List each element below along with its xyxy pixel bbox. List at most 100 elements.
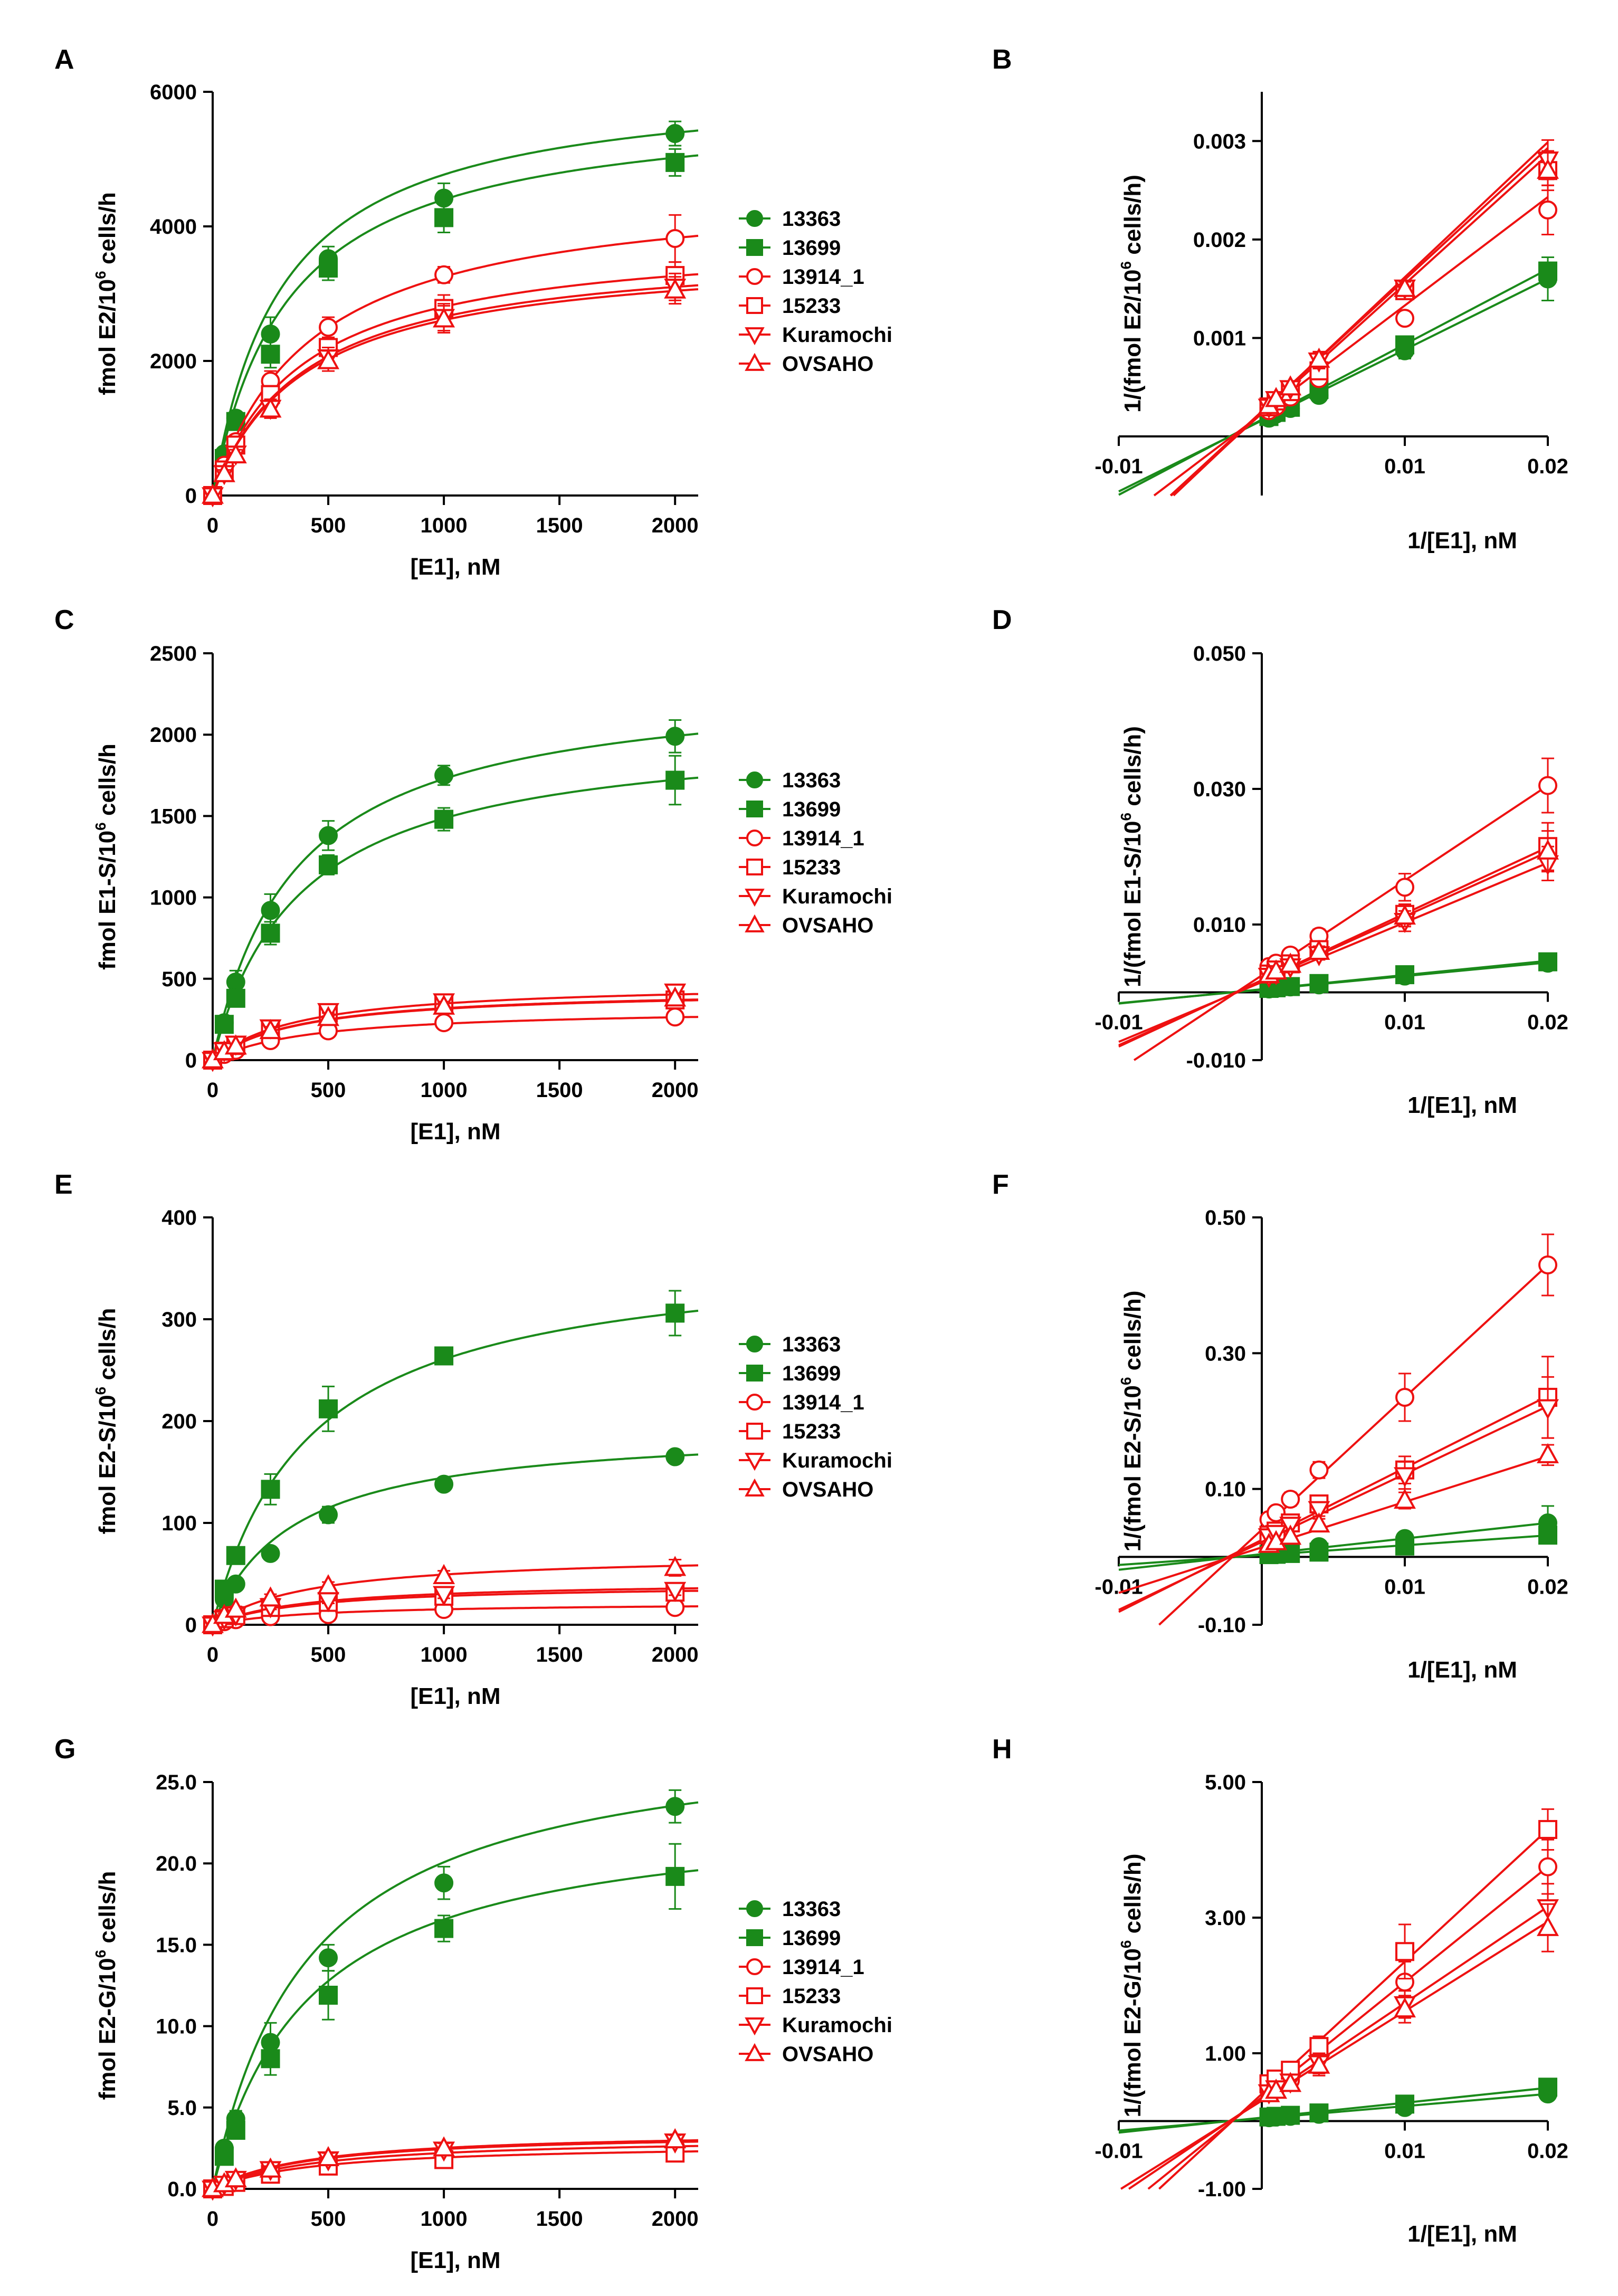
data-point	[1395, 2094, 1414, 2114]
x-tick-label: 0.01	[1384, 455, 1425, 478]
data-point	[1395, 965, 1414, 985]
y-tick-label: 0.010	[1193, 913, 1246, 937]
fit-curve	[212, 2140, 699, 2190]
data-point	[1309, 1542, 1329, 1562]
data-point	[259, 1018, 282, 1040]
x-tick-label: -0.01	[1094, 455, 1143, 478]
legend-marker	[746, 859, 763, 875]
x-tick-label: 1000	[421, 1079, 468, 1102]
data-point	[665, 124, 685, 144]
x-tick-label: 1500	[536, 514, 583, 537]
legend: 13363 13699 13914_1 15233 Kuramochi OVSAHO	[739, 769, 892, 937]
x-axis-title: 1/[E1], nM	[1407, 1092, 1517, 1118]
data-point	[259, 397, 282, 418]
fit-curve	[212, 284, 699, 496]
fit-line	[1120, 1921, 1549, 2190]
data-point	[214, 1015, 234, 1034]
y-tick-label: 0	[185, 1614, 197, 1637]
fit-line	[1158, 1828, 1549, 2190]
x-tick-label: 2000	[652, 1079, 699, 1102]
data-point	[259, 1586, 282, 1607]
data-point	[433, 1586, 455, 1606]
y-tick-label: 1000	[150, 887, 197, 910]
legend-label: 13699	[782, 1362, 841, 1385]
fit-line	[1118, 1522, 1548, 1571]
y-tick-label: 500	[161, 968, 197, 991]
legend: 13363 13699 13914_1 15233 Kuramochi OVSAHO	[739, 207, 892, 376]
fit-curve	[212, 129, 699, 496]
y-tick-label: 0.50	[1205, 1206, 1246, 1230]
data-point	[1309, 1460, 1329, 1480]
data-point	[261, 901, 280, 920]
data-point	[1395, 878, 1414, 897]
legend-marker	[745, 353, 765, 371]
x-tick-label: 0.02	[1527, 1575, 1568, 1598]
data-point	[259, 2157, 282, 2178]
data-point	[1281, 977, 1300, 996]
legend-marker	[746, 297, 763, 314]
x-tick-label: 1000	[421, 1643, 468, 1666]
y-axis-title: fmol E2/106 cells/h	[92, 192, 120, 395]
data-point	[1537, 1916, 1559, 1936]
legend-marker	[746, 830, 763, 846]
data-point	[213, 462, 235, 482]
panel-letter: H	[992, 1734, 1012, 1765]
data-point	[1538, 776, 1557, 795]
legend-label: OVSAHO	[782, 914, 873, 937]
data-point	[224, 443, 247, 464]
legend-label: 13363	[782, 207, 841, 231]
data-point	[226, 1546, 245, 1565]
legend-marker	[746, 1900, 763, 1917]
data-point	[261, 345, 280, 364]
legend-marker	[746, 1929, 763, 1946]
fit-curve	[212, 732, 699, 1061]
legend-label: Kuramochi	[782, 323, 892, 347]
fit-line	[1118, 862, 1548, 1043]
series-15233	[1118, 822, 1557, 1048]
series-13699	[1118, 952, 1557, 1005]
legend-marker	[746, 268, 763, 285]
data-point	[1538, 200, 1557, 220]
data-point	[1279, 1525, 1302, 1545]
x-axis-title: [E1], nM	[410, 554, 500, 580]
data-point	[319, 1399, 338, 1418]
data-point	[1537, 1399, 1559, 1419]
x-tick-label: 500	[311, 1643, 346, 1666]
data-point	[434, 265, 454, 284]
data-point	[1538, 952, 1557, 971]
fit-line	[1118, 1534, 1548, 1566]
panel-letter: E	[54, 1169, 73, 1200]
series-15233	[1118, 1356, 1557, 1613]
data-point	[1537, 158, 1559, 179]
y-axis-title: 1/(fmol E2-S/106 cells/h)	[1118, 1291, 1146, 1552]
data-point	[1537, 1443, 1559, 1463]
legend-marker	[746, 1958, 763, 1975]
data-point	[319, 1948, 338, 1968]
data-point	[434, 1919, 454, 1938]
data-point	[1279, 2072, 1302, 2092]
data-point	[1395, 309, 1414, 328]
data-point	[434, 766, 454, 785]
y-tick-label: 300	[161, 1308, 197, 1331]
fit-curve	[212, 288, 699, 496]
series-13363	[203, 719, 699, 1070]
fit-line	[1118, 1405, 1548, 1611]
legend: 13363 13699 13914_1 15233 Kuramochi OVSAHO	[739, 1333, 892, 1501]
fit-curve	[212, 273, 699, 496]
legend-marker	[746, 1394, 763, 1411]
fit-curve	[212, 2145, 699, 2190]
data-point	[1265, 1530, 1288, 1550]
x-tick-label: 1500	[536, 1643, 583, 1666]
panel-letter: A	[54, 44, 74, 75]
x-tick-label: 2000	[652, 2207, 699, 2231]
data-point	[1281, 1489, 1300, 1509]
legend-label: 13363	[782, 1898, 841, 1921]
legend-label: 13914_1	[782, 1956, 864, 1979]
fit-line	[1118, 959, 1548, 1005]
data-point	[319, 826, 338, 845]
fit-line	[1118, 268, 1548, 496]
y-tick-label: 1500	[150, 805, 197, 828]
data-point	[261, 923, 280, 943]
data-point	[1281, 2106, 1300, 2125]
